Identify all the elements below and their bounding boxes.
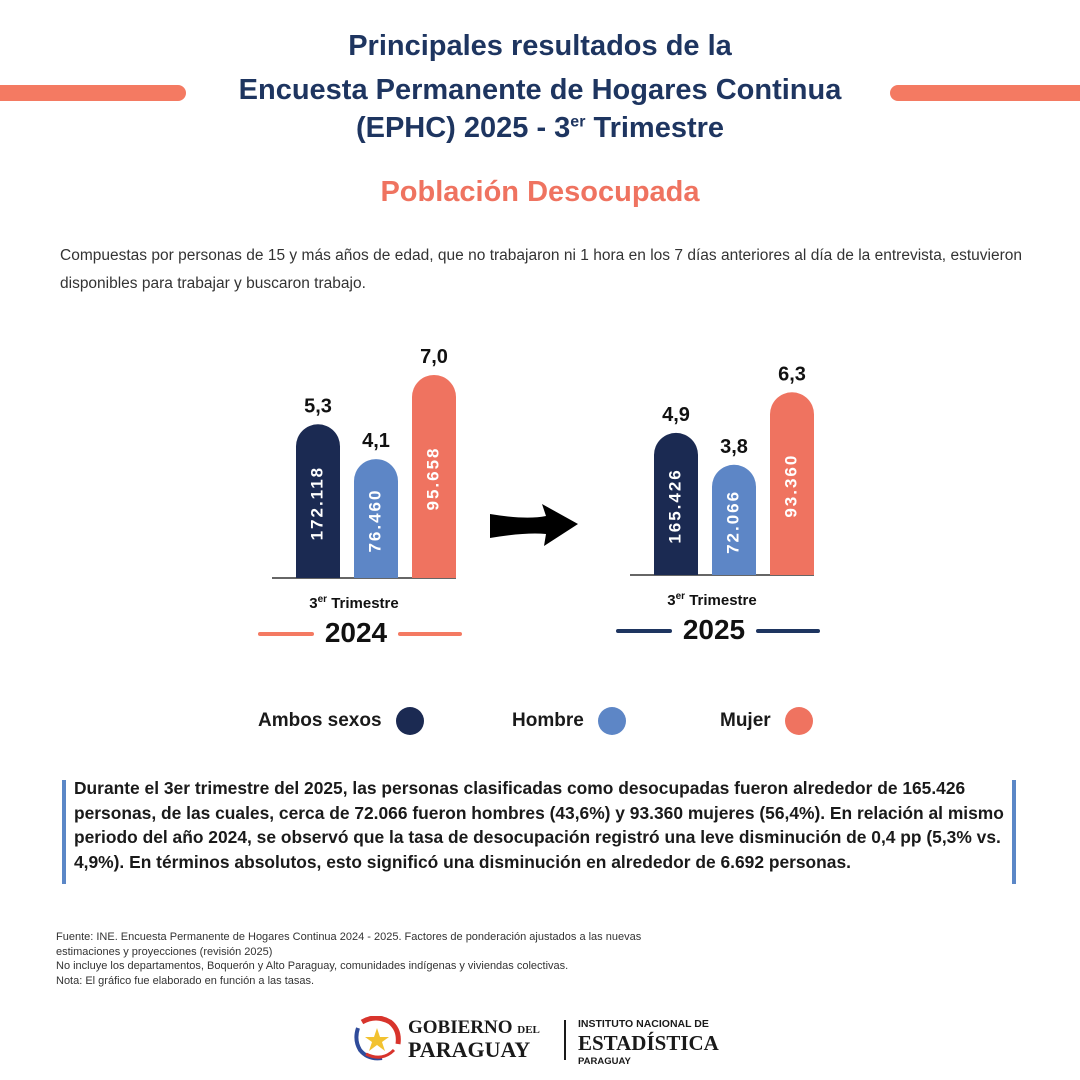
bar-2025-hombre [712,464,756,575]
bar-charts: 5,3 172.118 4,1 76.460 7,0 95.658 3er Trimestr… [258,346,820,648]
title-line-3: (EPHC) 2025 - 3er Trimestre [0,112,1080,145]
legend-mujer-swatch [784,707,813,735]
ine-logo-line3: PARAGUAY [578,1056,631,1067]
title-line-1: Principales resultados de la [348,30,732,62]
value-label-2024-mujer: 7,0 [420,346,448,368]
legend-ambos-sexos: Ambos sexos [258,705,424,737]
title-line-3-sup: er [570,113,586,131]
legend-hombre: Hombre [512,705,626,737]
year-label-2025: 2025 [683,614,745,645]
value-label-2024-hombre: 4,1 [362,430,390,452]
value-label-2025-hombre: 3,8 [720,436,748,458]
footnotes: Fuente: INE. Encuesta Permanente de Hoga… [56,930,776,988]
logo-divider [564,1020,566,1060]
exclusion-note: No incluye los departamentos, Boquerón y… [56,960,569,972]
gov-logo-line1: GOBIERNO DEL [408,1017,540,1038]
value-label-2025-mujer: 6,3 [778,363,806,385]
gov-logo-text: GOBIERNO DEL PARAGUAY [408,1017,540,1062]
bar-2024-mujer [412,375,456,578]
legend-hombre-label: Hombre [512,710,584,731]
value-label-2024-ambos-sexos: 5,3 [304,395,332,417]
gov-logo-line2: PARAGUAY [408,1037,531,1062]
title-line-3-pre: (EPHC) 2025 - 3 [355,112,571,144]
government-seal-icon [354,1016,401,1061]
ine-logo-line1: INSTITUTO NACIONAL DE [578,1018,709,1030]
title-line-2: Encuesta Permanente de Hogares Continua [238,74,842,106]
legend-hombre-swatch [597,707,626,735]
bar-2024-hombre [354,459,398,578]
bar-2025-ambos-sexos [654,432,698,575]
ine-logo-line2: ESTADÍSTICA [578,1031,719,1055]
source-note: Fuente: INE. Encuesta Permanente de Hoga… [56,931,642,958]
arrow-right-icon [490,504,578,546]
count-label-2025-mujer: 93.360 [781,454,800,518]
definition-text: Compuestas por personas de 15 y más años… [60,247,1022,292]
summary-text: Durante el 3er trimestre del 2025, las p… [74,778,1004,872]
year-label-2024: 2024 [325,617,388,648]
period-label-2024: 3er Trimestre [309,594,399,612]
title-line-3-post: Trimestre [585,112,725,144]
summary-right-bar [1012,780,1016,884]
period-label-2025: 3er Trimestre [667,591,757,609]
summary-left-bar [62,780,66,884]
bar-2024-ambos-sexos [296,424,340,578]
chart-note: Nota: El gráfico fue elaborado en funció… [56,974,315,987]
legend-ambos-sexos-swatch [395,707,424,735]
bar-2025-mujer [770,392,814,575]
count-label-2024-hombre: 76.460 [365,489,384,553]
count-label-2025-hombre: 72.066 [723,490,742,554]
count-label-2024-mujer: 95.658 [423,447,442,511]
page-subtitle: Población Desocupada [380,176,700,208]
right-decoration-bar [890,85,1080,101]
legend-mujer-label: Mujer [720,710,771,731]
count-label-2025-ambos-sexos: 165.426 [665,468,684,543]
ine-logo-text: INSTITUTO NACIONAL DE ESTADÍSTICA PARAGU… [578,1016,719,1070]
left-decoration-bar [0,85,186,101]
value-label-2025-ambos-sexos: 4,9 [662,404,690,426]
legend-ambos-sexos-label: Ambos sexos [258,710,382,731]
legend-mujer: Mujer [720,705,813,737]
count-label-2024-ambos-sexos: 172.118 [307,466,326,541]
